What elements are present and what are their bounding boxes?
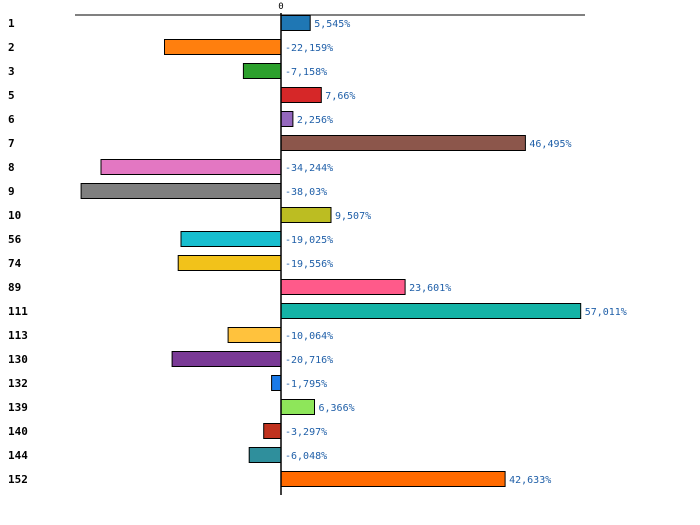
value-label: 42,633% bbox=[509, 475, 551, 486]
bar bbox=[227, 327, 282, 343]
category-label: 10 bbox=[8, 209, 21, 222]
category-label: 144 bbox=[8, 449, 28, 462]
bar bbox=[280, 303, 582, 319]
value-label: -19,556% bbox=[285, 259, 333, 270]
bar bbox=[280, 399, 315, 415]
category-label: 132 bbox=[8, 377, 28, 390]
value-label: -38,03% bbox=[285, 187, 327, 198]
bar bbox=[280, 111, 294, 127]
category-label: 152 bbox=[8, 473, 28, 486]
value-label: -6,048% bbox=[285, 451, 327, 462]
value-label: 23,601% bbox=[409, 283, 451, 294]
bar bbox=[100, 159, 282, 175]
bar bbox=[80, 183, 282, 199]
category-label: 3 bbox=[8, 65, 15, 78]
value-label: 2,256% bbox=[297, 115, 333, 126]
category-label: 9 bbox=[8, 185, 15, 198]
value-label: 7,66% bbox=[325, 91, 355, 102]
value-label: -20,716% bbox=[285, 355, 333, 366]
bar bbox=[280, 15, 311, 31]
bar bbox=[164, 39, 282, 55]
category-label: 113 bbox=[8, 329, 28, 342]
category-label: 74 bbox=[8, 257, 22, 270]
category-label: 1 bbox=[8, 17, 15, 30]
category-label: 56 bbox=[8, 233, 22, 246]
value-label: -22,159% bbox=[285, 43, 333, 54]
value-label: 5,545% bbox=[314, 19, 350, 30]
value-label: 9,507% bbox=[335, 211, 371, 222]
value-label: -1,795% bbox=[285, 379, 327, 390]
value-label: -3,297% bbox=[285, 427, 327, 438]
category-label: 7 bbox=[8, 137, 15, 150]
value-label: -19,025% bbox=[285, 235, 333, 246]
bar bbox=[242, 63, 282, 79]
value-label: 46,495% bbox=[529, 139, 571, 150]
bar bbox=[248, 447, 282, 463]
bar bbox=[180, 231, 282, 247]
bar bbox=[263, 423, 282, 439]
zero-tick-label: 0 bbox=[278, 2, 283, 12]
bar bbox=[280, 207, 332, 223]
bar bbox=[171, 351, 282, 367]
category-label: 8 bbox=[8, 161, 15, 174]
value-label: 57,011% bbox=[585, 307, 627, 318]
value-label: -7,158% bbox=[285, 67, 327, 78]
category-label: 2 bbox=[8, 41, 15, 54]
bar bbox=[280, 279, 406, 295]
category-label: 6 bbox=[8, 113, 15, 126]
category-label: 139 bbox=[8, 401, 28, 414]
value-label: -10,064% bbox=[285, 331, 333, 342]
value-label: 6,366% bbox=[319, 403, 355, 414]
value-label: -34,244% bbox=[285, 163, 333, 174]
category-label: 140 bbox=[8, 425, 28, 438]
bar bbox=[280, 135, 526, 151]
category-label: 89 bbox=[8, 281, 21, 294]
bar bbox=[280, 87, 322, 103]
bars-layer bbox=[80, 15, 582, 487]
bar bbox=[177, 255, 282, 271]
category-label: 130 bbox=[8, 353, 28, 366]
bar bbox=[271, 375, 282, 391]
category-label: 111 bbox=[8, 305, 28, 318]
category-label: 5 bbox=[8, 89, 15, 102]
bar bbox=[280, 471, 506, 487]
